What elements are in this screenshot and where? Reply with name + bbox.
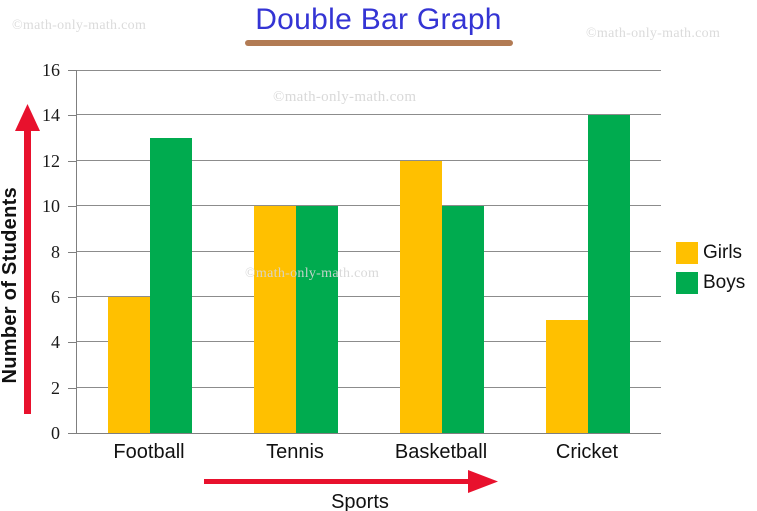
watermark-top-left: ©math-only-math.com — [12, 18, 147, 33]
y-axis-arrow-shaft — [24, 128, 31, 414]
x-category-label-cricket: Cricket — [555, 441, 619, 463]
y-tick-mark-2 — [68, 388, 76, 389]
y-tick-mark-0 — [68, 433, 76, 434]
x-category-label-basketball: Basketball — [394, 441, 488, 463]
bar-boys-cricket — [588, 115, 630, 433]
chart-header: Double Bar Graph — [0, 3, 757, 46]
bar-boys-football — [150, 138, 192, 433]
x-category-label-football: Football — [113, 441, 185, 463]
y-tick-mark-4 — [68, 342, 76, 343]
y-tick-label-16: 16 — [42, 60, 60, 80]
y-tick-label-0: 0 — [51, 423, 60, 443]
watermark-plot-middle: ©math-only-math.com — [245, 266, 380, 281]
watermark-top-right: ©math-only-math.com — [586, 26, 721, 41]
legend-item-boys: Boys — [676, 272, 745, 294]
watermark-plot-upper: ©math-only-math.com — [273, 89, 417, 105]
legend-label-boys: Boys — [703, 272, 746, 293]
y-tick-mark-16 — [68, 70, 76, 71]
x-axis-arrow-head-icon — [468, 470, 498, 493]
x-axis-arrow-shaft — [204, 479, 470, 484]
bar-girls-tennis — [254, 206, 296, 433]
y-tick-mark-8 — [68, 252, 76, 253]
girls-color-swatch — [676, 242, 698, 264]
y-tick-label-10: 10 — [42, 196, 60, 216]
y-tick-mark-12 — [68, 161, 76, 162]
x-category-label-tennis: Tennis — [266, 441, 324, 463]
gridline-8 — [77, 251, 661, 252]
bar-boys-basketball — [442, 206, 484, 433]
y-tick-label-12: 12 — [42, 151, 60, 171]
boys-color-swatch — [676, 272, 698, 294]
y-tick-label-8: 8 — [51, 242, 60, 262]
bar-girls-cricket — [546, 320, 588, 433]
y-tick-label-2: 2 — [51, 378, 60, 398]
bar-boys-tennis — [296, 206, 338, 433]
bar-girls-basketball — [400, 161, 442, 433]
legend: Girls Boys — [676, 242, 745, 302]
title-underline-bar — [244, 40, 513, 46]
legend-item-girls: Girls — [676, 242, 745, 264]
gridline-6 — [77, 296, 661, 297]
bar-girls-football — [108, 297, 150, 433]
y-tick-label-6: 6 — [51, 287, 60, 307]
y-tick-mark-6 — [68, 297, 76, 298]
x-axis-title: Sports — [331, 491, 389, 511]
gridline-14 — [77, 114, 661, 115]
y-tick-label-4: 4 — [51, 332, 60, 352]
gridline-16 — [77, 70, 661, 71]
y-tick-label-14: 14 — [42, 105, 60, 125]
gridline-4 — [77, 341, 661, 342]
plot-area — [76, 70, 661, 434]
y-tick-mark-10 — [68, 206, 76, 207]
gridline-10 — [77, 205, 661, 206]
y-tick-mark-14 — [68, 115, 76, 116]
gridline-12 — [77, 160, 661, 161]
chart-title: Double Bar Graph — [255, 3, 502, 36]
gridline-2 — [77, 387, 661, 388]
legend-label-girls: Girls — [703, 242, 743, 263]
